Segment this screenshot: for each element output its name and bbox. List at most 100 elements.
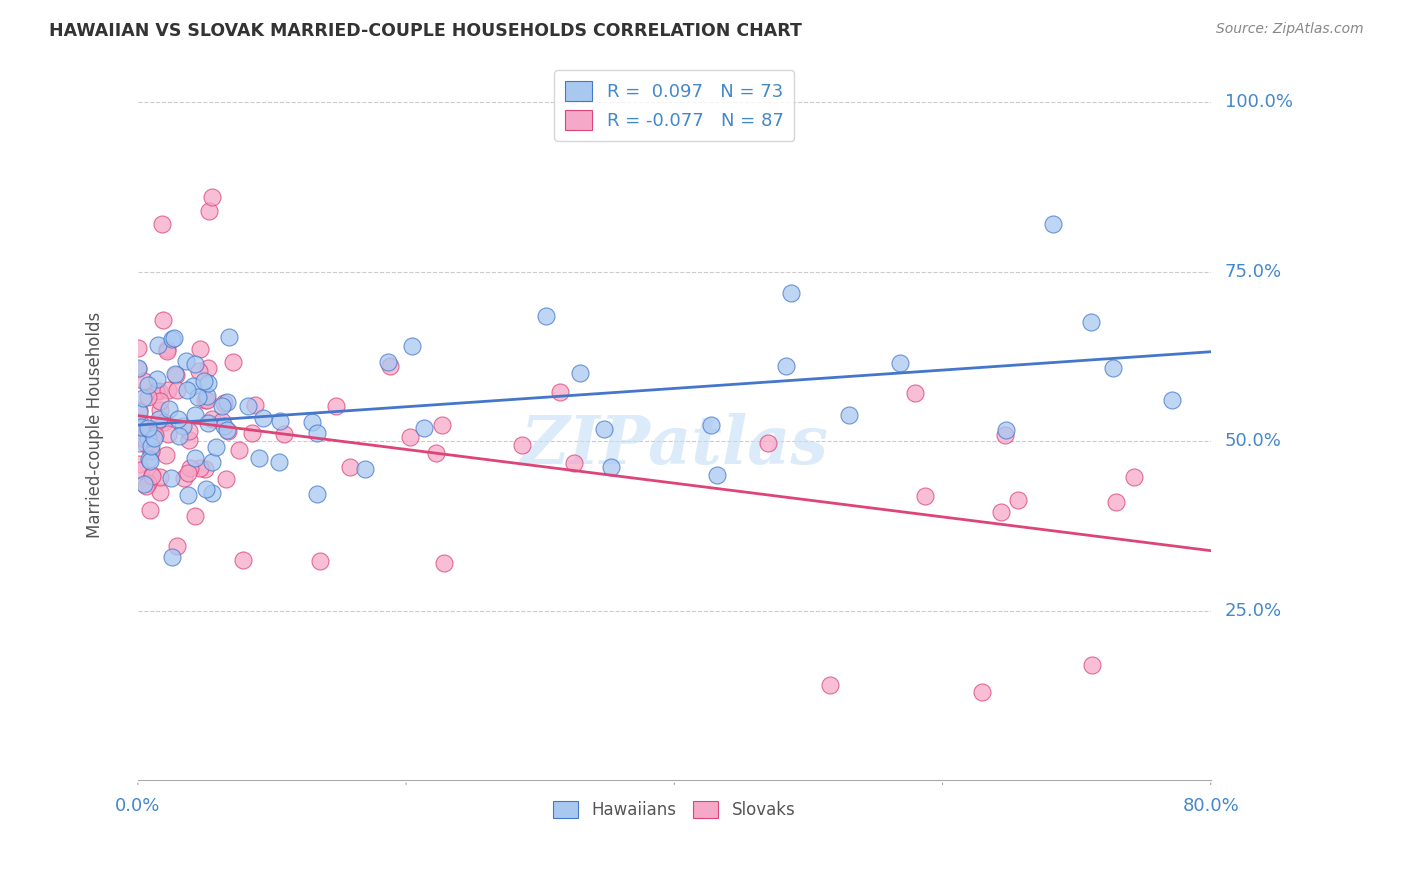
Point xyxy=(780,285,803,300)
Point xyxy=(157,401,180,416)
Point xyxy=(904,385,927,400)
Point xyxy=(218,330,240,344)
Point xyxy=(138,390,160,404)
Point xyxy=(970,685,993,699)
Point xyxy=(141,468,163,483)
Text: 25.0%: 25.0% xyxy=(1225,602,1282,620)
Point xyxy=(214,419,236,434)
Point xyxy=(141,422,163,436)
Point xyxy=(201,454,224,468)
Point xyxy=(143,428,166,442)
Point xyxy=(889,356,911,370)
Point xyxy=(193,375,215,389)
Point xyxy=(706,467,728,482)
Point xyxy=(138,378,160,392)
Point xyxy=(194,392,217,407)
Point xyxy=(150,218,173,232)
Point xyxy=(176,354,198,368)
Point xyxy=(205,440,228,454)
Point xyxy=(155,342,177,356)
Point xyxy=(149,484,172,499)
Text: HAWAIIAN VS SLOVAK MARRIED-COUPLE HOUSEHOLDS CORRELATION CHART: HAWAIIAN VS SLOVAK MARRIED-COUPLE HOUSEH… xyxy=(49,22,801,40)
Point xyxy=(128,403,150,417)
Point xyxy=(1042,218,1064,232)
Point xyxy=(166,539,188,553)
Point xyxy=(198,203,221,218)
Point xyxy=(228,443,250,458)
Point xyxy=(1123,470,1146,484)
Point xyxy=(211,399,233,413)
Point xyxy=(165,368,187,382)
Point xyxy=(149,393,172,408)
Point xyxy=(252,411,274,425)
Point xyxy=(145,384,167,399)
Point xyxy=(155,448,177,462)
Point xyxy=(247,450,270,465)
Text: ZIPatlas: ZIPatlas xyxy=(520,413,828,478)
Point xyxy=(201,486,224,500)
Point xyxy=(135,478,157,492)
Point xyxy=(129,463,152,477)
Point xyxy=(163,330,186,344)
Text: 0.0%: 0.0% xyxy=(115,797,160,815)
Point xyxy=(167,429,190,443)
Point xyxy=(562,456,585,470)
Point xyxy=(134,427,156,442)
Point xyxy=(132,476,155,491)
Text: 100.0%: 100.0% xyxy=(1225,94,1292,112)
Point xyxy=(138,425,160,439)
Point xyxy=(148,384,170,398)
Point xyxy=(179,424,201,438)
Point xyxy=(148,338,170,352)
Point xyxy=(568,366,591,380)
Point xyxy=(184,450,207,465)
Point xyxy=(240,426,263,441)
Point xyxy=(141,444,163,458)
Point xyxy=(211,414,233,428)
Point xyxy=(136,431,159,445)
Point xyxy=(141,469,163,483)
Point xyxy=(129,420,152,434)
Point xyxy=(269,455,291,469)
Point xyxy=(139,503,162,517)
Point xyxy=(425,446,447,460)
Text: Married-couple Households: Married-couple Households xyxy=(86,311,104,538)
Point xyxy=(1007,493,1029,508)
Point xyxy=(700,417,723,432)
Text: 80.0%: 80.0% xyxy=(1182,797,1239,815)
Point xyxy=(430,417,453,432)
Point xyxy=(195,389,218,403)
Point xyxy=(399,430,422,444)
Point xyxy=(184,357,207,371)
Point xyxy=(177,433,200,447)
Point xyxy=(138,451,160,466)
Point xyxy=(165,368,187,382)
Point xyxy=(201,412,224,426)
Point xyxy=(212,395,235,409)
Point xyxy=(156,384,179,398)
Point xyxy=(548,384,571,399)
Point xyxy=(195,393,218,408)
Point xyxy=(152,313,174,327)
Point xyxy=(148,412,170,426)
Point xyxy=(307,425,329,440)
Point xyxy=(994,427,1017,442)
Point xyxy=(142,428,165,442)
Point xyxy=(593,422,616,436)
Point xyxy=(134,432,156,446)
Point xyxy=(156,344,179,359)
Point xyxy=(222,355,245,369)
Point xyxy=(243,398,266,412)
Point xyxy=(201,190,224,204)
Point xyxy=(179,461,201,475)
Point xyxy=(160,471,183,485)
Point xyxy=(194,462,217,476)
Point xyxy=(238,399,260,413)
Point xyxy=(127,362,149,376)
Point xyxy=(197,376,219,391)
Point xyxy=(153,415,176,429)
Point xyxy=(838,409,860,423)
Point xyxy=(173,470,195,484)
Point xyxy=(136,421,159,435)
Point xyxy=(128,405,150,419)
